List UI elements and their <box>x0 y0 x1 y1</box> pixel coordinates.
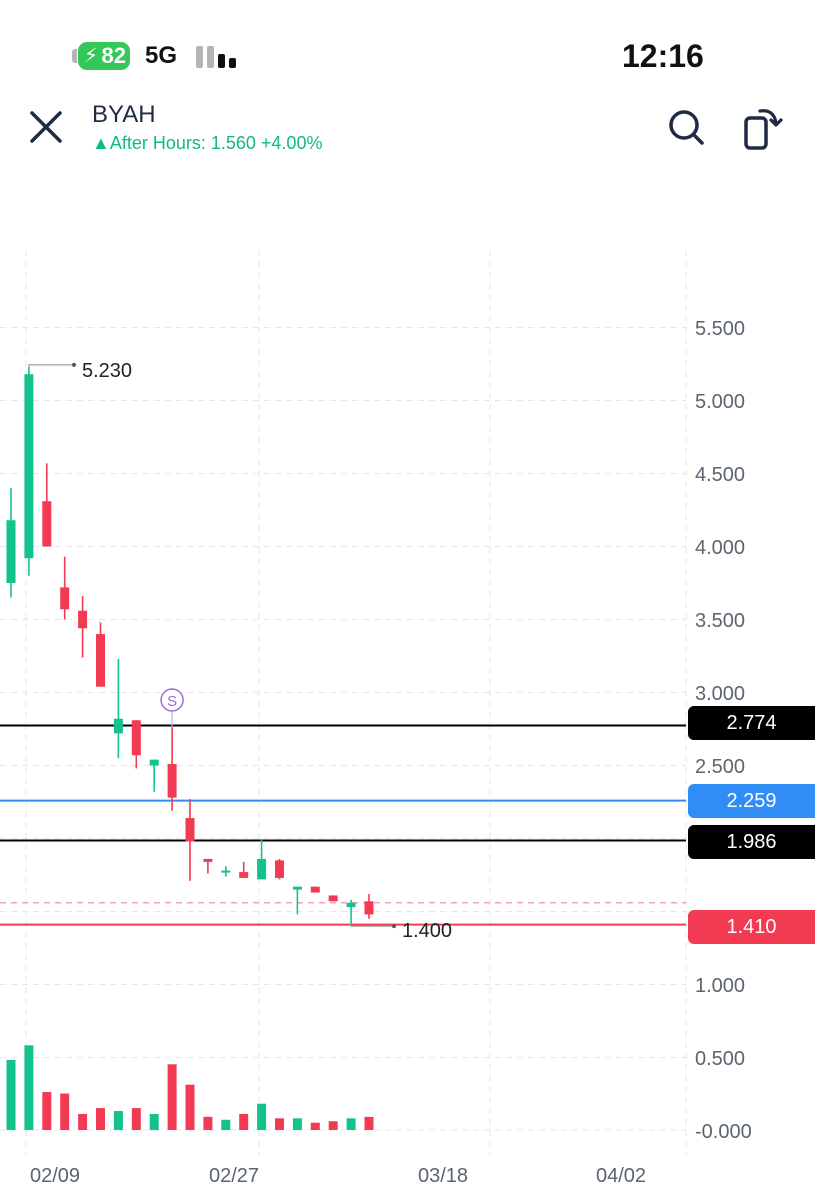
candle-body <box>221 870 231 873</box>
volume-bar <box>346 1118 356 1130</box>
volume-bar <box>42 1092 52 1130</box>
high-annotation-dot <box>72 362 76 367</box>
volume-bar <box>221 1119 231 1130</box>
x-tick-label: 03/18 <box>418 1165 469 1187</box>
candle-body <box>42 501 52 547</box>
high-annotation-leader <box>28 364 74 367</box>
volume-bar <box>60 1093 70 1130</box>
volume-bar <box>275 1118 284 1130</box>
candle-body <box>149 759 159 766</box>
rotate-screen-icon <box>744 109 783 150</box>
volume-bar <box>310 1122 320 1130</box>
price-tag-2774: 2.774 <box>688 706 815 740</box>
low-annotation-dot <box>392 924 396 929</box>
close-icon <box>30 111 62 143</box>
candle-body <box>96 634 105 687</box>
candle-body <box>328 895 338 902</box>
battery-level: 82 <box>101 43 126 68</box>
price-tag-cost: 2.259 <box>688 784 815 818</box>
volume-bar <box>78 1113 88 1130</box>
up-arrow-icon: ▲ <box>92 133 110 153</box>
y-tick-label: 5.500 <box>695 318 746 340</box>
x-tick-label: 04/02 <box>596 1165 647 1187</box>
y-tick-label: 5.000 <box>695 391 746 413</box>
y-tick-label: -0.000 <box>695 1121 752 1143</box>
volume-bar <box>113 1111 123 1130</box>
candle-body <box>275 860 284 878</box>
ticker-symbol: BYAH <box>92 101 156 128</box>
candle-body <box>113 718 123 734</box>
bolt-icon: ⚡ <box>84 45 99 67</box>
y-tick-label: 2.500 <box>695 756 746 778</box>
low-annotation: 1.400 <box>402 920 453 942</box>
status-bar: ⚡ 82 5G 12:16 <box>0 0 815 100</box>
candle-body <box>6 520 16 583</box>
after-hours-quote: ▲After Hours: 1.560 +4.00% <box>92 133 322 154</box>
price-tag-current: 1.410 <box>688 910 815 944</box>
y-tick-label: 0.500 <box>695 1048 746 1070</box>
candlestick-chart[interactable]: S 5.500 5.000 4.500 4.000 3.500 3.000 2.… <box>0 250 815 1200</box>
candle-body <box>131 720 141 756</box>
search-button[interactable] <box>666 107 706 147</box>
chart-svg[interactable]: S <box>0 250 815 1200</box>
price-tag-1986: 1.986 <box>688 825 815 859</box>
y-tick-label: 3.500 <box>695 610 746 632</box>
candle-body <box>257 858 267 880</box>
volume-bar <box>239 1113 249 1130</box>
volume-bar <box>328 1121 338 1130</box>
high-annotation: 5.230 <box>82 360 133 382</box>
x-tick-label: 02/27 <box>209 1165 260 1187</box>
candle-body <box>346 902 356 908</box>
volume-bar <box>257 1103 267 1130</box>
volume-bar <box>24 1045 34 1130</box>
candle-body <box>185 818 195 842</box>
volume-bar <box>131 1108 141 1130</box>
volume-bar <box>6 1059 16 1130</box>
network-type: 5G <box>145 42 178 69</box>
after-hours-text: After Hours: 1.560 +4.00% <box>109 133 323 153</box>
candle-body <box>292 886 302 890</box>
clock: 12:16 <box>622 38 704 74</box>
candle-body <box>60 587 70 610</box>
battery-indicator: ⚡ 82 <box>78 42 130 70</box>
close-button[interactable] <box>26 107 66 147</box>
candle-body <box>364 901 374 915</box>
volume-bar <box>149 1113 159 1130</box>
y-tick-label: 4.000 <box>695 537 746 559</box>
header: BYAH ▲After Hours: 1.560 +4.00% <box>0 95 815 165</box>
y-tick-label: 3.000 <box>695 683 746 705</box>
candle-body <box>167 764 177 798</box>
volume-bar <box>292 1118 302 1130</box>
candle-body <box>78 610 88 629</box>
candle-body <box>24 374 34 559</box>
rotate-screen-button[interactable] <box>740 105 786 151</box>
volume-bar <box>185 1084 195 1130</box>
battery-cap <box>72 49 77 63</box>
candle-body <box>239 872 249 878</box>
volume-bar <box>96 1108 105 1130</box>
volume-bar <box>167 1064 177 1130</box>
split-marker-label: S <box>167 693 177 710</box>
candle-body <box>203 858 213 862</box>
x-tick-label: 02/09 <box>30 1165 81 1187</box>
volume-bar <box>203 1116 213 1130</box>
signal-icon <box>196 44 240 68</box>
y-tick-label: 4.500 <box>695 464 746 486</box>
split-marker <box>160 688 184 712</box>
volume-bar <box>364 1116 374 1130</box>
y-tick-label: 1.000 <box>695 975 746 997</box>
candle-body <box>310 886 320 893</box>
search-icon <box>669 110 704 145</box>
